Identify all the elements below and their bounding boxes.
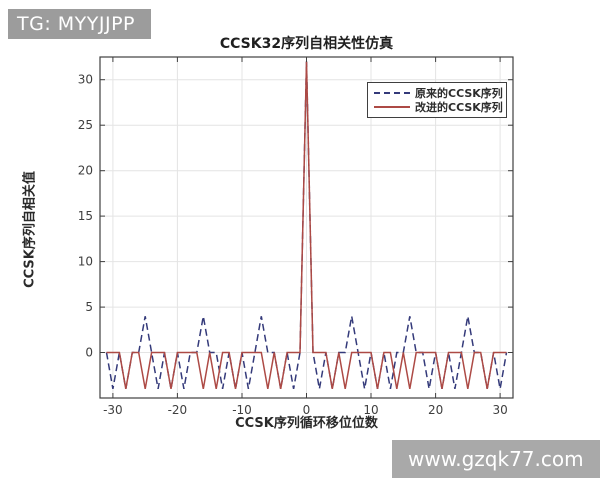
x-tick-label: -30 <box>103 403 123 417</box>
site-watermark-text: www.gzqk77.com <box>408 447 584 471</box>
telegram-watermark-badge: TG: MYYJJPP <box>8 9 151 39</box>
y-axis-label: CCSK序列自相关值 <box>22 171 38 288</box>
y-tick-label: 20 <box>78 164 93 178</box>
y-tick-label: 10 <box>78 255 93 269</box>
x-tick-label: -10 <box>232 403 252 417</box>
legend-box: 原来的CCSK序列 改进的CCSK序列 <box>367 82 507 118</box>
x-tick-label: -20 <box>168 403 188 417</box>
x-tick-label: 0 <box>303 403 311 417</box>
y-tick-label: 25 <box>78 118 93 132</box>
dashed-line-swatch <box>374 92 410 94</box>
x-axis-label: CCSK序列循环移位位数 <box>235 416 378 431</box>
legend-label-original: 原来的CCSK序列 <box>415 87 503 100</box>
x-tick-label: 20 <box>428 403 443 417</box>
y-tick-label: 30 <box>78 73 93 87</box>
chart-title: CCSK32序列自相关性仿真 <box>219 36 394 52</box>
site-watermark-badge: www.gzqk77.com <box>392 440 600 478</box>
x-tick-label: 10 <box>363 403 378 417</box>
y-tick-label: 0 <box>85 346 93 360</box>
solid-line-swatch <box>374 106 410 108</box>
x-tick-label: 30 <box>492 403 507 417</box>
y-tick-label: 5 <box>85 300 93 314</box>
legend-entry-original: 原来的CCSK序列 <box>374 86 503 100</box>
legend-label-improved: 改进的CCSK序列 <box>415 101 503 114</box>
legend-entry-improved: 改进的CCSK序列 <box>374 100 503 114</box>
telegram-watermark-text: TG: MYYJJPP <box>17 13 135 35</box>
y-tick-label: 15 <box>78 209 93 223</box>
